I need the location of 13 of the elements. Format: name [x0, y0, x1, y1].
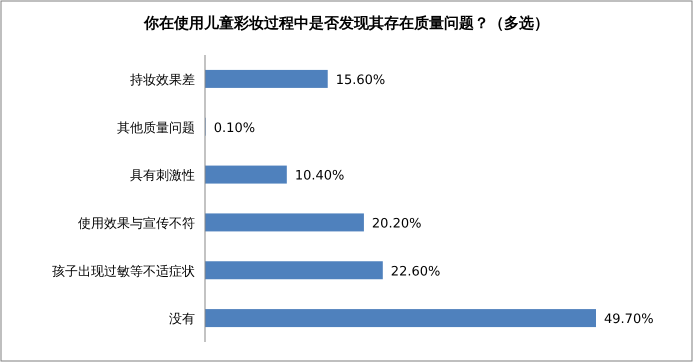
- chart-title: 你在使用儿童彩妆过程中是否发现其存在质量问题？（多选）: [143, 14, 549, 32]
- y-tick-label: 具有刺激性: [130, 168, 195, 184]
- data-label: 22.60%: [390, 264, 440, 280]
- data-label: 10.40%: [294, 168, 344, 184]
- data-label: 0.10%: [214, 120, 256, 136]
- data-label: 49.70%: [604, 312, 654, 328]
- y-tick-label: 孩子出现过敏等不适症状: [52, 264, 195, 280]
- y-tick-label: 没有: [169, 312, 195, 328]
- y-tick-label: 使用效果与宣传不符: [78, 215, 195, 232]
- y-tick-label: 持妆效果差: [130, 72, 195, 88]
- y-tick-label: 其他质量问题: [117, 120, 195, 136]
- data-label: 20.20%: [372, 216, 422, 232]
- data-label: 15.60%: [336, 72, 386, 88]
